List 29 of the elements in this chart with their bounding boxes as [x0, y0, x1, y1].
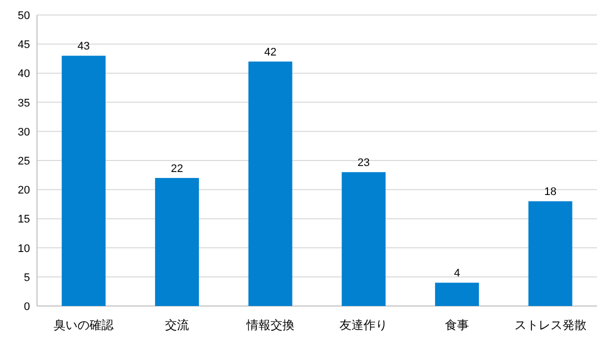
y-tick-label: 20	[18, 184, 30, 197]
y-tick-label: 40	[18, 68, 30, 80]
y-tick-label: 15	[18, 214, 30, 226]
y-tick-label: 5	[24, 272, 30, 284]
data-label: 22	[170, 162, 184, 175]
data-label: 23	[358, 157, 370, 170]
x-tick-label: ストレス発散	[514, 318, 586, 332]
y-tick-label: 50	[18, 10, 30, 22]
x-tick-label: 交流	[165, 318, 189, 332]
y-tick-label: 10	[18, 242, 30, 255]
x-tick-label: 臭いの確認	[54, 318, 114, 332]
y-tick-label: 45	[18, 39, 30, 52]
y-tick-label: 30	[18, 126, 30, 138]
data-label: 43	[78, 40, 90, 53]
data-label: 18	[544, 186, 556, 198]
bar	[528, 201, 572, 306]
bar	[248, 62, 292, 306]
y-tick-label: 25	[18, 156, 30, 168]
data-label: 4	[454, 268, 460, 280]
y-tick-label: 35	[18, 97, 30, 110]
x-tick-label: 情報交換	[245, 318, 294, 332]
bar	[435, 282, 479, 306]
bar	[155, 178, 199, 306]
bar	[342, 172, 386, 306]
x-tick-label: 友達作り	[340, 318, 388, 332]
x-tick-label: 食事	[445, 318, 469, 332]
data-label: 42	[264, 46, 276, 59]
bar	[62, 56, 106, 306]
y-tick-label: 0	[24, 301, 30, 313]
